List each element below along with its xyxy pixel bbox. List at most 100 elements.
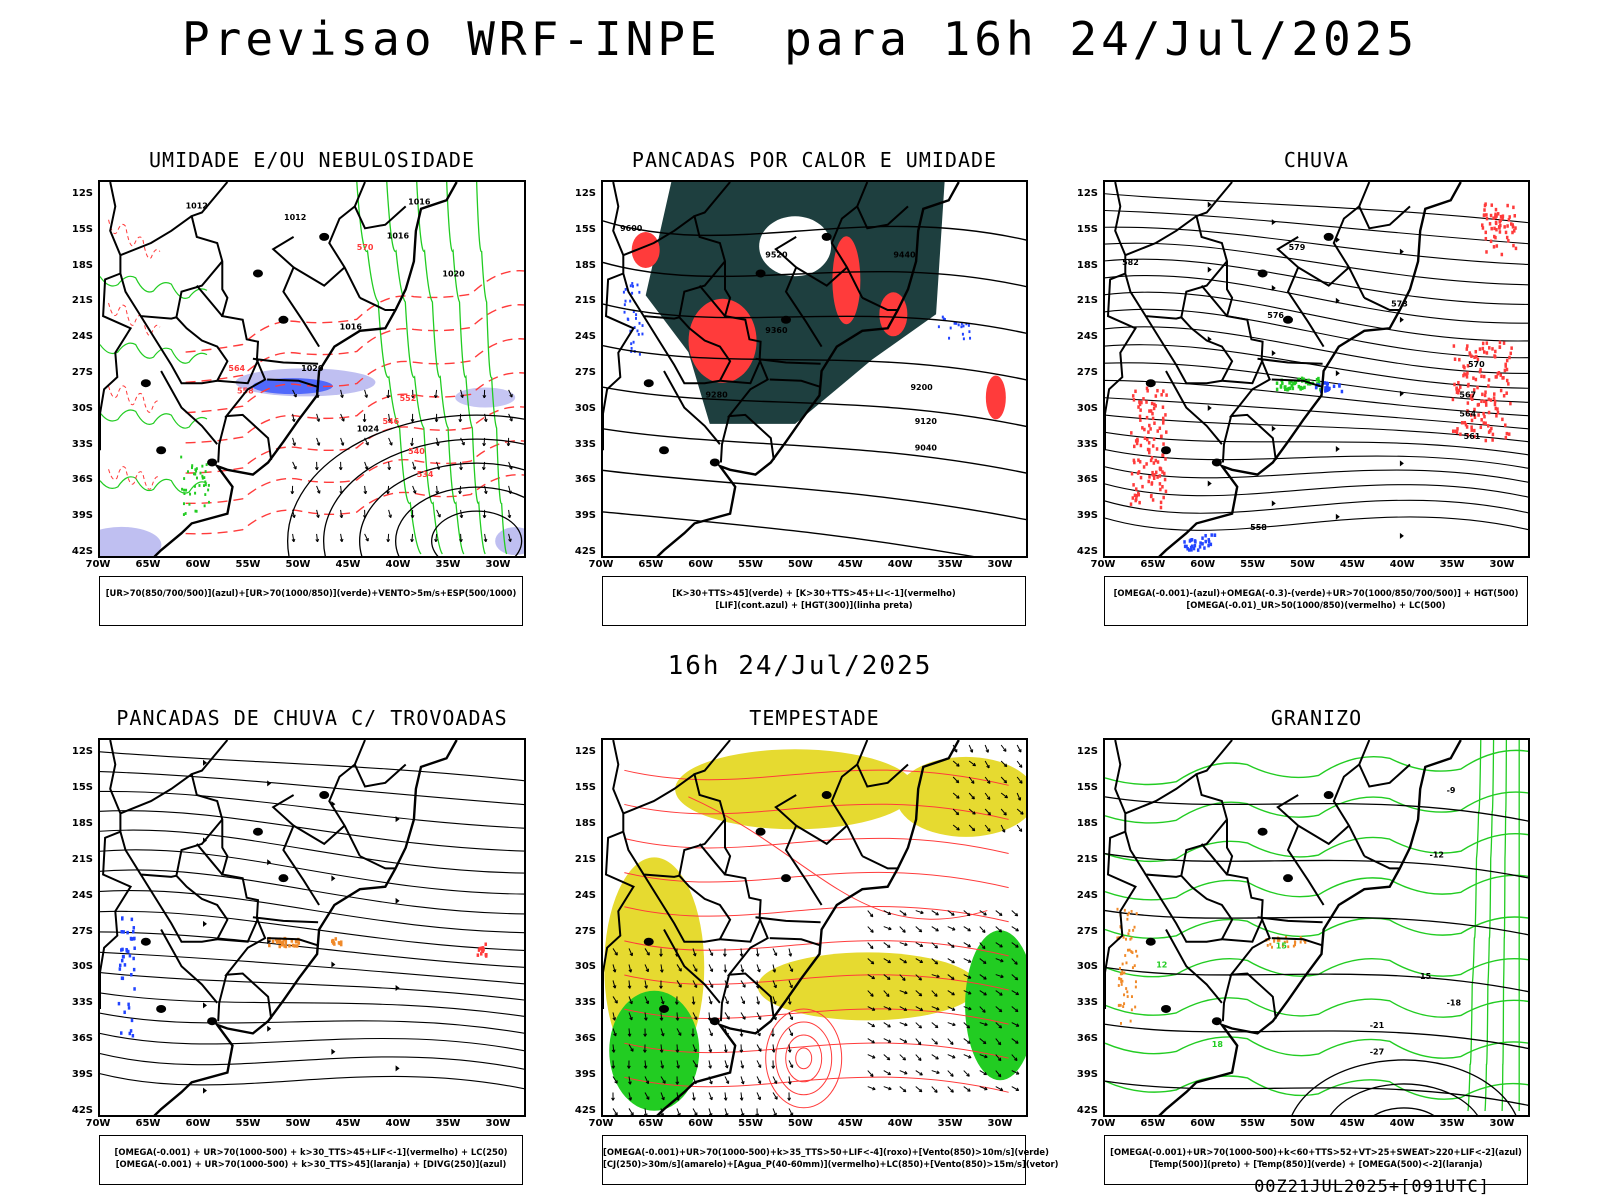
- state-border: [719, 415, 731, 463]
- coastline-borders: [100, 182, 458, 556]
- state-border: [1271, 937, 1323, 947]
- temperature-500-contour: [1105, 853, 1528, 879]
- state-border: [293, 266, 346, 287]
- lake: [1161, 1004, 1171, 1013]
- humidity-patch: [100, 526, 162, 556]
- height-contour: [603, 511, 975, 556]
- state-border: [1180, 818, 1228, 876]
- streamline-850: [624, 1008, 1009, 1025]
- state-border: [1180, 260, 1228, 318]
- state-border: [217, 415, 228, 463]
- temperature-850-contour: [1105, 916, 1528, 939]
- state-border: [252, 916, 319, 924]
- lon-tick-label: 70W: [588, 1118, 614, 1129]
- contour-label: 540: [408, 447, 425, 456]
- lon-tick-label: 35W: [435, 1118, 461, 1129]
- height-contour: [603, 469, 1026, 521]
- lat-tick-label: 15S: [574, 781, 596, 793]
- contour-label: 9440: [893, 251, 916, 260]
- contour-label: 9520: [765, 251, 788, 260]
- lake: [1211, 458, 1222, 467]
- humidity-contour: [100, 409, 208, 429]
- lat-tick-label: 27S: [1076, 367, 1098, 378]
- lif-contour: [937, 315, 972, 341]
- lat-tick-label: 30S: [71, 402, 93, 414]
- clear-area: [759, 216, 832, 277]
- state-border: [120, 773, 193, 815]
- contour-label: 576: [1267, 311, 1284, 320]
- state-border: [1114, 740, 1264, 943]
- state-border: [698, 284, 726, 317]
- lat-tick-label: 15S: [71, 223, 93, 235]
- lat-tick-label: 15S: [71, 781, 93, 793]
- height-contour: [603, 261, 1026, 288]
- coastline-borders: [603, 182, 960, 556]
- contour-label: 564: [228, 364, 245, 373]
- lat-tick-label: 24S: [1076, 331, 1098, 343]
- state-border: [359, 855, 396, 870]
- state-border: [1363, 855, 1400, 870]
- main-title: Previsao WRF-INPE para 16h 24/Jul/2025: [181, 12, 1419, 66]
- divergence-area: [117, 916, 136, 1038]
- temperature-850-contour: [1484, 740, 1495, 1112]
- lon-tick-label: 40W: [385, 1118, 411, 1129]
- legend-box: [K>30+TTS>45](verde) + [K>30+TTS>45+LI<-…: [602, 576, 1026, 626]
- state-border: [861, 296, 898, 311]
- state-border: [1165, 370, 1223, 445]
- rain-area: [1481, 202, 1518, 257]
- lat-tick-label: 30S: [1076, 402, 1098, 414]
- lat-tick-label: 30S: [1076, 961, 1098, 973]
- coastline: [1158, 182, 1462, 556]
- state-border: [1221, 415, 1233, 463]
- lat-tick-label: 21S: [1076, 853, 1098, 865]
- lon-tick-label: 35W: [1439, 559, 1465, 570]
- lon-tick-label: 55W: [1240, 559, 1266, 570]
- lake: [821, 232, 832, 241]
- contour-label: 12: [1156, 960, 1167, 969]
- map-panel: -9 -12 -15 -18 -21 -27 12 15 18: [1103, 738, 1530, 1117]
- lake: [319, 791, 330, 800]
- wind-vectors: [867, 910, 1020, 1093]
- lat-tick-label: 24S: [1076, 889, 1098, 901]
- streamlines: [1105, 193, 1528, 539]
- lake: [821, 791, 832, 800]
- map-panel: 1012 1012 1016 1016 1016 1020 1020 1024 570 564 55…: [98, 180, 526, 558]
- lake: [278, 874, 289, 883]
- strong-wind-area: [965, 930, 1026, 1081]
- lake: [709, 458, 720, 467]
- lon-tick-label: 70W: [1090, 559, 1116, 570]
- thickness-contour: [185, 406, 524, 474]
- legend-box: [OMEGA(-0.001)-(azul)+OMEGA(-0.3)-(verde…: [1104, 576, 1528, 626]
- state-border: [622, 215, 696, 257]
- legend-line: [LIF](cont.azul) + [HGT(300)](linha pret…: [715, 600, 913, 610]
- state-border: [795, 266, 848, 287]
- lake: [140, 379, 151, 388]
- contour-label: 561: [1464, 432, 1481, 441]
- contour-label: 579: [1289, 243, 1306, 252]
- contour-label: 1016: [340, 322, 363, 331]
- legend-box: [OMEGA(-0.001)+UR>70(1000-500)+k<60+TTS>…: [1104, 1135, 1528, 1185]
- cyclone-circulation: [795, 1047, 813, 1070]
- state-border: [678, 260, 726, 318]
- state-border: [1358, 763, 1411, 788]
- state-border: [109, 740, 259, 943]
- lon-tick-label: 65W: [1140, 1118, 1166, 1129]
- coastline: [1158, 740, 1462, 1115]
- legend-line: [OMEGA(-0.001) + UR>70(1000-500) + k>30_…: [115, 1159, 507, 1169]
- panel-title: CHUVA: [1283, 148, 1350, 172]
- humidity-contour: [100, 342, 208, 364]
- coastline-borders: [603, 740, 960, 1115]
- lat-tick-label: 15S: [574, 223, 596, 235]
- humidity-core: [252, 378, 333, 395]
- temperature-500-contour: [1105, 1023, 1528, 1050]
- lon-tick-label: 40W: [887, 1118, 913, 1129]
- lon-tick-label: 50W: [788, 1118, 813, 1129]
- lon-tick-label: 65W: [135, 1118, 161, 1129]
- state-border: [678, 818, 726, 876]
- lake: [781, 315, 791, 324]
- state-border: [175, 260, 224, 318]
- cyclone-circulation: [785, 1034, 823, 1083]
- contour-label: 567: [1459, 390, 1476, 399]
- lat-tick-label: 39S: [574, 1069, 596, 1081]
- coastline: [656, 182, 960, 556]
